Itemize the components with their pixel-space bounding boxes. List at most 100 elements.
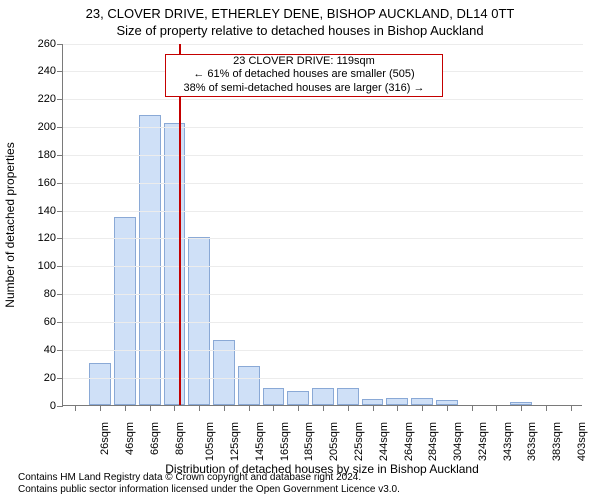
x-tick	[521, 405, 522, 411]
y-tick	[57, 127, 63, 128]
histogram-bar	[337, 388, 359, 405]
y-tick	[57, 183, 63, 184]
x-tick-label: 105sqm	[205, 422, 217, 461]
x-tick-label: 244sqm	[378, 422, 390, 461]
histogram-bar	[411, 398, 433, 405]
x-tick-label: 165sqm	[279, 422, 291, 461]
callout-line: 38% of semi-detached houses are larger (…	[166, 82, 442, 96]
gridline-h	[63, 183, 583, 184]
y-axis-label: Number of detached properties	[3, 142, 17, 307]
y-tick-label: 200	[38, 121, 56, 133]
gridline-h	[63, 266, 583, 267]
y-tick-label: 140	[38, 205, 56, 217]
y-tick-label: 120	[38, 232, 56, 244]
x-tick-label: 304sqm	[452, 422, 464, 461]
gridline-h	[63, 238, 583, 239]
x-tick-label: 26sqm	[99, 422, 111, 455]
histogram-bar	[164, 123, 186, 404]
x-tick	[447, 405, 448, 411]
x-tick	[100, 405, 101, 411]
x-tick-label: 205sqm	[328, 422, 340, 461]
y-tick-label: 60	[44, 316, 56, 328]
callout-line: 23 CLOVER DRIVE: 119sqm	[166, 55, 442, 69]
y-tick-label: 0	[50, 400, 56, 412]
y-tick	[57, 211, 63, 212]
y-tick	[57, 155, 63, 156]
reference-line	[179, 44, 181, 405]
y-tick-label: 20	[44, 372, 56, 384]
gridline-h	[63, 155, 583, 156]
footer-line-2: Contains public sector information licen…	[18, 484, 600, 497]
chart-titles: 23, CLOVER DRIVE, ETHERLEY DENE, BISHOP …	[0, 0, 600, 40]
x-tick-label: 145sqm	[254, 422, 266, 461]
x-tick	[249, 405, 250, 411]
x-tick	[199, 405, 200, 411]
x-tick-label: 86sqm	[174, 422, 186, 455]
y-tick-label: 100	[38, 260, 56, 272]
x-tick	[75, 405, 76, 411]
x-tick	[224, 405, 225, 411]
x-tick	[323, 405, 324, 411]
chart-plot: 23 CLOVER DRIVE: 119sqm← 61% of detached…	[62, 44, 582, 406]
x-tick-label: 383sqm	[551, 422, 563, 461]
x-tick	[298, 405, 299, 411]
y-tick	[57, 44, 63, 45]
histogram-bar	[263, 388, 285, 405]
y-tick	[57, 406, 63, 407]
plot-area: Number of detached properties 23 CLOVER …	[62, 44, 582, 406]
x-tick-label: 363sqm	[526, 422, 538, 461]
y-tick-label: 260	[38, 38, 56, 50]
x-tick	[397, 405, 398, 411]
x-tick	[571, 405, 572, 411]
x-axis-label: Distribution of detached houses by size …	[165, 462, 479, 476]
y-tick	[57, 99, 63, 100]
y-tick	[57, 294, 63, 295]
y-tick	[57, 71, 63, 72]
x-tick-label: 403sqm	[576, 422, 588, 461]
x-tick	[496, 405, 497, 411]
y-tick-label: 240	[38, 65, 56, 77]
gridline-h	[63, 211, 583, 212]
gridline-h	[63, 322, 583, 323]
x-tick-label: 225sqm	[353, 422, 365, 461]
x-tick	[150, 405, 151, 411]
y-tick	[57, 350, 63, 351]
x-tick	[422, 405, 423, 411]
gridline-h	[63, 378, 583, 379]
callout-line: ← 61% of detached houses are smaller (50…	[166, 68, 442, 82]
x-tick	[472, 405, 473, 411]
histogram-bar	[238, 366, 260, 405]
histogram-bar	[386, 398, 408, 405]
gridline-h	[63, 350, 583, 351]
y-tick-label: 180	[38, 149, 56, 161]
x-tick-label: 185sqm	[304, 422, 316, 461]
x-tick-label: 324sqm	[477, 422, 489, 461]
x-tick	[174, 405, 175, 411]
title-line-1: 23, CLOVER DRIVE, ETHERLEY DENE, BISHOP …	[0, 6, 600, 22]
y-tick	[57, 322, 63, 323]
y-tick-label: 40	[44, 344, 56, 356]
histogram-bar	[139, 115, 161, 405]
title-line-2: Size of property relative to detached ho…	[0, 23, 600, 39]
x-tick	[273, 405, 274, 411]
callout-box: 23 CLOVER DRIVE: 119sqm← 61% of detached…	[165, 54, 443, 97]
y-tick-label: 80	[44, 288, 56, 300]
histogram-bar	[114, 217, 136, 405]
x-tick	[546, 405, 547, 411]
gridline-h	[63, 294, 583, 295]
histogram-bar	[312, 388, 334, 405]
x-tick	[348, 405, 349, 411]
gridline-h	[63, 99, 583, 100]
x-tick	[125, 405, 126, 411]
y-tick	[57, 378, 63, 379]
y-tick-label: 160	[38, 177, 56, 189]
y-tick-label: 220	[38, 93, 56, 105]
x-tick-label: 66sqm	[149, 422, 161, 455]
gridline-h	[63, 44, 583, 45]
x-tick-label: 46sqm	[124, 422, 136, 455]
x-tick-label: 264sqm	[403, 422, 415, 461]
gridline-h	[63, 127, 583, 128]
y-tick	[57, 266, 63, 267]
x-tick-label: 125sqm	[229, 422, 241, 461]
histogram-bar	[287, 391, 309, 405]
